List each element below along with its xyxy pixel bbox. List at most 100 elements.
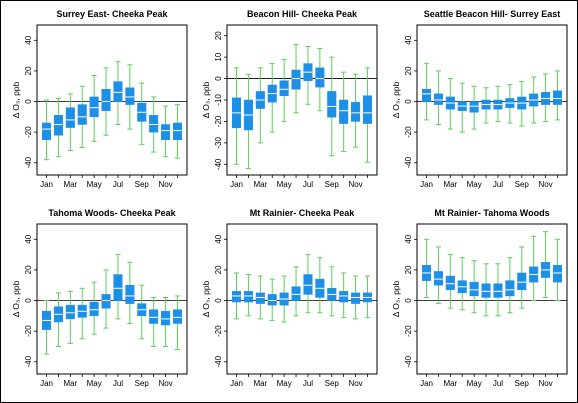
box-apr — [77, 85, 87, 148]
box-feb — [433, 70, 443, 125]
box-may — [89, 281, 99, 335]
box-jul — [303, 254, 313, 314]
box-dec — [362, 275, 373, 318]
x-tick-label: Jan — [40, 379, 53, 388]
box-mar — [445, 78, 455, 130]
x-tick-label: Sep — [515, 180, 530, 189]
y-tick-label: 40 — [24, 234, 33, 243]
box-iqr — [231, 291, 242, 303]
panel-title: Seattle Beacon Hill- Surrey East — [424, 9, 561, 19]
box-iqr — [339, 99, 349, 124]
box-iqr — [493, 283, 503, 298]
box-jan — [421, 62, 432, 121]
box-mar — [255, 67, 265, 144]
plot-frame — [416, 24, 568, 176]
box-feb — [243, 73, 253, 170]
y-tick-label: -30 — [214, 137, 223, 149]
x-tick-label: May — [87, 379, 102, 388]
x-tick-label: Jan — [420, 379, 433, 388]
panel-title: Mt Rainier- Tahoma Woods — [434, 208, 549, 218]
box-iqr — [101, 294, 111, 309]
x-tick-label: May — [277, 180, 292, 189]
box-nov — [351, 73, 361, 148]
x-tick-label: Nov — [348, 379, 362, 388]
plot-frame — [36, 223, 188, 375]
x-tick-label: Jul — [113, 379, 123, 388]
box-iqr — [149, 309, 159, 324]
box-dec — [362, 67, 373, 163]
x-tick-label: May — [467, 180, 482, 189]
box-apr — [267, 278, 277, 321]
x-tick-label: Nov — [348, 180, 362, 189]
box-jun — [481, 263, 491, 317]
y-tick-label: 20 — [404, 66, 413, 75]
x-tick-label: Sep — [325, 180, 340, 189]
y-axis-label: Δ O₃, ppb — [391, 280, 401, 317]
y-tick-label: 0 — [404, 99, 413, 104]
box-nov — [541, 73, 551, 122]
box-iqr — [552, 265, 563, 283]
y-tick-label: 20 — [214, 31, 223, 40]
y-tick-label: 0 — [24, 298, 33, 303]
x-tick-label: Sep — [515, 379, 530, 388]
box-iqr — [481, 283, 491, 298]
y-tick-label: -10 — [214, 94, 223, 106]
box-jan — [231, 67, 242, 165]
box-may — [279, 275, 289, 323]
y-axis-label: Δ O₃, ppb — [11, 81, 21, 118]
x-tick-label: Mar — [253, 180, 267, 189]
box-sep — [137, 82, 147, 145]
y-tick-label: -40 — [24, 355, 33, 367]
x-tick-label: Nov — [158, 379, 172, 388]
box-iqr — [53, 115, 63, 136]
box-aug — [125, 261, 135, 324]
box-jun — [291, 43, 301, 114]
box-iqr — [65, 107, 75, 128]
box-mar — [65, 290, 75, 344]
x-tick-label: Sep — [135, 180, 150, 189]
box-feb — [53, 292, 63, 347]
box-oct — [339, 272, 349, 318]
chart-panel-6: Mt Rainier- Tahoma Woods -40 -20 0 20 40 Δ O₃,… — [391, 208, 568, 388]
x-tick-label: May — [467, 379, 482, 388]
x-tick-label: Mar — [63, 180, 77, 189]
x-tick-label: May — [87, 180, 102, 189]
box-mar — [65, 93, 75, 152]
panel-title: Surrey East- Cheeka Peak — [56, 9, 168, 19]
x-tick-label: Jan — [40, 180, 53, 189]
box-iqr — [351, 101, 361, 122]
chart-panel-5: Mt Rainier- Cheeka Peak -40 -20 0 20 40 Δ O₃, … — [201, 208, 378, 388]
y-tick-label: 20 — [214, 265, 223, 274]
box-iqr — [113, 274, 123, 301]
box-nov — [161, 296, 171, 347]
y-tick-label: -20 — [404, 126, 413, 138]
y-axis-label: Δ O₃, ppb — [11, 280, 21, 317]
box-aug — [505, 257, 515, 314]
box-iqr — [279, 80, 289, 96]
y-tick-label: 0 — [214, 76, 223, 81]
box-sep — [137, 284, 147, 340]
box-feb — [433, 246, 443, 305]
x-tick-label: Jul — [493, 180, 503, 189]
box-iqr — [172, 309, 183, 324]
y-tick-label: -40 — [214, 158, 223, 170]
box-iqr — [65, 304, 75, 320]
box-apr — [457, 257, 467, 311]
plot-frame — [36, 24, 188, 176]
box-iqr — [469, 101, 479, 113]
box-feb — [243, 274, 253, 317]
box-iqr — [243, 291, 253, 303]
x-tick-label: Nov — [538, 379, 552, 388]
box-iqr — [339, 291, 349, 303]
box-sep — [327, 266, 337, 317]
y-tick-label: 20 — [404, 265, 413, 274]
box-oct — [339, 71, 349, 152]
y-tick-label: -40 — [214, 355, 223, 367]
box-iqr — [89, 96, 99, 118]
y-tick-label: 0 — [24, 99, 33, 104]
y-tick-label: -20 — [24, 325, 33, 337]
chart-panel-4: Tahoma Woods- Cheeka Peak -40 -20 0 20 40 Δ O₃… — [11, 208, 188, 388]
box-jul — [113, 254, 123, 320]
box-jun — [481, 87, 491, 124]
